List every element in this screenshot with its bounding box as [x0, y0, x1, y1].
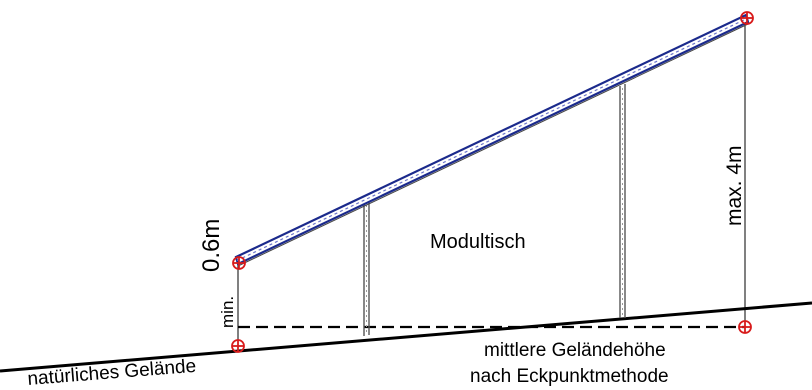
- corner-marker-low-terrain: [231, 339, 245, 353]
- mean-terrain-height-label-line2: nach Eckpunktmethode: [470, 366, 669, 387]
- max-height-label: max. 4m: [723, 145, 746, 226]
- min-label: min.: [218, 296, 237, 328]
- terrain-line: [0, 301, 812, 373]
- min-height-label: 0.6m: [198, 219, 225, 272]
- corner-marker-high-panel: [740, 11, 754, 25]
- corner-marker-low-panel: [232, 256, 246, 270]
- support-post-left: [363, 201, 370, 336]
- module-table-label: Modultisch: [430, 231, 526, 253]
- mean-terrain-height-label-line1: mittlere Geländehöhe: [484, 340, 666, 361]
- module-table-panel: [234, 13, 750, 267]
- corner-marker-high-terrain: [738, 320, 752, 334]
- support-post-right: [619, 84, 626, 318]
